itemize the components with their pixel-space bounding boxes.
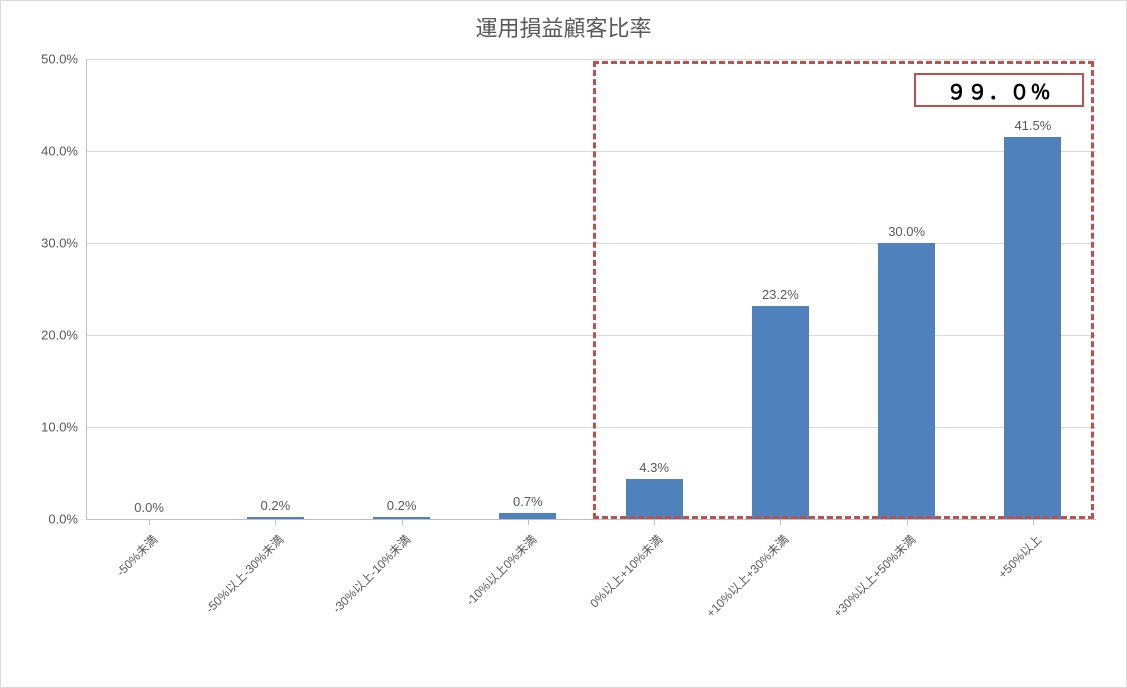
chart-title: 運用損益顧客比率 (1, 11, 1126, 43)
chart-frame: 運用損益顧客比率 0.0% 10.0% 20.0% 30.0% 40.0% 50.0% 0.… (0, 0, 1127, 688)
x-tick-label: +50%以上 (927, 531, 1045, 649)
bar-value-label: 0.7% (513, 494, 543, 509)
gridline (86, 427, 1096, 428)
callout-box: ９９．０％ (914, 73, 1084, 107)
gridline (86, 335, 1096, 336)
bar (626, 479, 683, 519)
x-tick-label: 0%以上+10%未満 (548, 531, 666, 649)
x-tick-label: -50%以上-30%未満 (169, 531, 287, 649)
x-tick-label: +10%以上+30%未満 (674, 531, 792, 649)
y-tick-label: 10.0% (41, 420, 78, 435)
y-axis-line (86, 59, 87, 519)
bar-value-label: 0.2% (387, 498, 417, 513)
x-tick-mark (1033, 519, 1034, 525)
x-tick-mark (780, 519, 781, 525)
plot-area: 0.0%10.0%20.0%30.0%40.0%50.0%0.0%-50%未満0… (86, 59, 1096, 519)
bar-value-label: 0.0% (134, 500, 164, 515)
y-tick-label: 20.0% (41, 328, 78, 343)
x-axis-line (86, 519, 1096, 520)
bar (1004, 137, 1061, 519)
gridline (86, 151, 1096, 152)
x-tick-mark (528, 519, 529, 525)
x-tick-mark (149, 519, 150, 525)
bar-value-label: 41.5% (1014, 118, 1051, 133)
bar-value-label: 23.2% (762, 287, 799, 302)
x-tick-label: -10%以上0%未満 (422, 531, 540, 649)
bar-value-label: 30.0% (888, 224, 925, 239)
y-tick-label: 40.0% (41, 144, 78, 159)
x-tick-mark (402, 519, 403, 525)
gridline (86, 59, 1096, 60)
x-tick-mark (654, 519, 655, 525)
x-tick-label: +30%以上+50%未満 (801, 531, 919, 649)
y-tick-label: 0.0% (48, 512, 78, 527)
y-tick-label: 30.0% (41, 236, 78, 251)
x-tick-mark (907, 519, 908, 525)
gridline (86, 243, 1096, 244)
bar-value-label: 0.2% (261, 498, 291, 513)
bar-value-label: 4.3% (639, 460, 669, 475)
x-tick-label: -30%以上-10%未満 (296, 531, 414, 649)
bar (878, 243, 935, 519)
x-tick-label: -50%未満 (43, 531, 161, 649)
x-tick-mark (275, 519, 276, 525)
y-tick-label: 50.0% (41, 52, 78, 67)
bar (752, 306, 809, 519)
